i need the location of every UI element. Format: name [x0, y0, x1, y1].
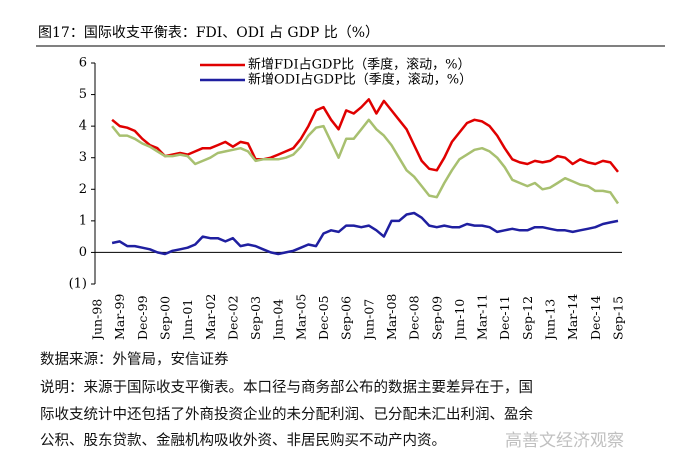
legend-label: 新增FDI占GDP比（季度，滚动，%）	[248, 57, 471, 73]
chart: 图17：国际收支平衡表：FDI、ODI 占 GDP 比（%） (1) 0 1 2 3 4 5…	[36, 25, 665, 340]
x-tick-label: Sep-00	[157, 296, 172, 340]
series-line	[111, 118, 620, 205]
x-tick-label: Sep-15	[611, 296, 626, 340]
y-tick-label: 4	[79, 119, 87, 134]
x-tick-label: Mar-14	[565, 294, 580, 340]
y-tick-label: 2	[79, 182, 87, 197]
note-line: 际收支统计中还包括了外商投资企业的未分配利润、已分配未汇出利润、盈余	[40, 407, 533, 423]
x-tick-label: Sep-06	[339, 296, 354, 340]
note-line: 说明：来源于国际收支平衡表。本口径与商务部公布的数据主要差异在于，国	[40, 380, 533, 396]
x-tick-label: Dec-99	[135, 295, 150, 340]
x-tick-label: Sep-12	[520, 296, 535, 340]
x-tick-label: Dec-14	[588, 295, 603, 340]
x-tick-label: Jun-04	[271, 299, 286, 340]
y-tick-label: 3	[79, 150, 87, 165]
x-tick-label: Dec-11	[497, 295, 512, 340]
note-line: 公积、股东贷款、金融机构吸收外资、非居民购买不动产内资。	[40, 433, 446, 449]
watermark: 高善文经济观察	[505, 431, 624, 451]
x-tick-label: Jun-07	[361, 299, 376, 340]
x-tick-label: Jun-01	[180, 299, 195, 340]
y-tick-label: 5	[79, 87, 87, 102]
x-tick-label: Jun-10	[452, 299, 467, 340]
x-tick-label: Jun-13	[543, 299, 558, 340]
series-line	[111, 211, 619, 256]
x-tick-label: Mar-08	[384, 294, 399, 340]
source: 数据来源：外管局，安信证券	[40, 352, 229, 368]
y-tick-label: 1	[79, 213, 87, 228]
x-tick-label: Sep-03	[248, 296, 263, 340]
x-tick-label: Dec-05	[316, 295, 331, 340]
x-tick-label: Sep-09	[429, 296, 444, 340]
x-tick-label: Dec-08	[407, 295, 422, 340]
y-tick-label: (1)	[69, 277, 87, 292]
y-tick-label: 0	[79, 245, 87, 260]
x-tick-label: Mar-11	[475, 294, 490, 340]
chart-title: 图17：国际收支平衡表：FDI、ODI 占 GDP 比（%）	[38, 25, 379, 41]
x-tick-label: Jun-98	[90, 299, 105, 340]
x-tick-label: Mar-02	[203, 294, 218, 340]
legend-label: 新增ODI占GDP比（季度，滚动，%）	[248, 72, 472, 88]
x-tick-label: Mar-99	[112, 294, 127, 340]
x-tick-label: Dec-02	[225, 295, 240, 340]
series-line	[111, 98, 619, 173]
x-tick-label: Mar-05	[293, 294, 308, 340]
y-tick-label: 6	[79, 56, 87, 71]
